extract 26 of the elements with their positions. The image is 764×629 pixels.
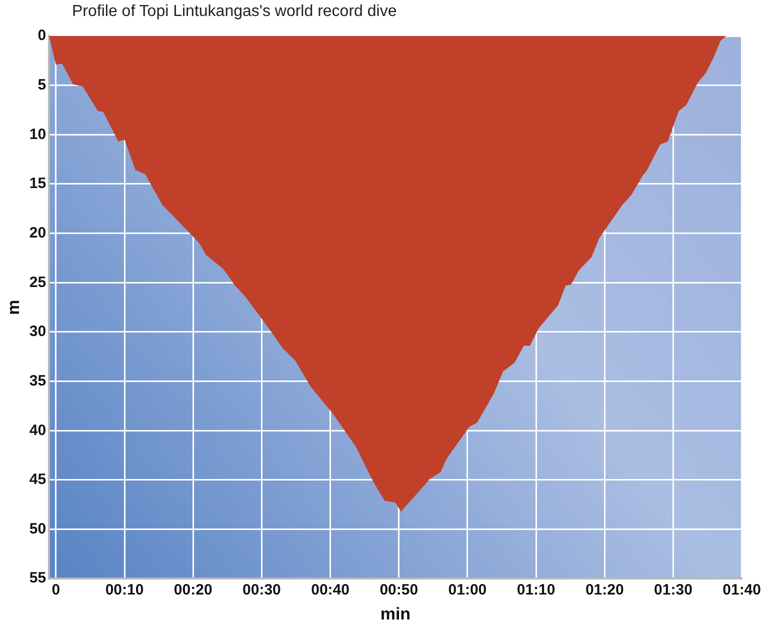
y-tick-label: 5 [38, 76, 46, 94]
x-tick-label: 00:40 [311, 582, 350, 599]
x-tick-label: 00:10 [105, 582, 144, 599]
y-tick-label: 10 [29, 126, 46, 143]
y-axis-title: m [4, 300, 23, 315]
y-tick-label: 45 [29, 471, 46, 488]
y-tick-label: 0 [38, 27, 46, 44]
x-tick-label: 01:40 [722, 582, 762, 599]
x-tick-label: 01:00 [448, 582, 487, 599]
x-tick-label: 00:30 [242, 582, 281, 599]
x-tick-label: 0 [52, 582, 60, 599]
x-tick-label: 00:20 [174, 582, 212, 599]
x-tick-label: 01:10 [516, 582, 556, 599]
x-tick-label: 00:50 [380, 582, 418, 599]
x-axis-title: min [380, 604, 411, 624]
y-tick-label: 20 [29, 224, 46, 242]
y-tick-label: 35 [29, 372, 46, 390]
x-tick-label: 01:30 [654, 582, 692, 599]
y-tick-label: 30 [29, 323, 46, 340]
x-tick-label: 01:20 [585, 582, 624, 599]
y-tick-label: 25 [29, 274, 46, 291]
y-tick-label: 55 [29, 570, 46, 587]
y-tick-label: 40 [29, 422, 46, 439]
chart-title: Profile of Topi Lintukangas's world record dive [71, 2, 398, 22]
y-tick-label: 15 [29, 175, 46, 192]
y-tick-label: 50 [29, 520, 46, 538]
